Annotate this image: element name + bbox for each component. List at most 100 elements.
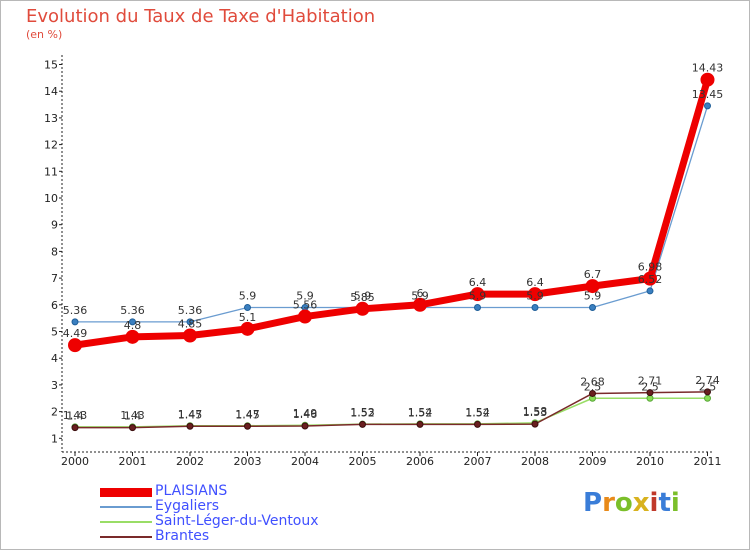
data-label: 5.36 [120, 304, 145, 317]
y-tick-label: 11 [44, 165, 58, 178]
x-tick-label: 2011 [694, 455, 722, 468]
x-tick-label: 2010 [636, 455, 664, 468]
data-label: 1.45 [178, 408, 203, 421]
data-label: 1.45 [235, 408, 260, 421]
series-layer [68, 72, 715, 432]
data-point [244, 422, 251, 430]
logo-letter: x [632, 488, 650, 518]
data-point [298, 309, 312, 324]
data-label-layer: 4.49 4.8 4.85 5.1 5.56 5.85 6 6.4 6.4 6.7 6.98 14.4… [63, 62, 724, 423]
data-label: 1.54 [465, 406, 490, 419]
data-point [589, 303, 596, 311]
data-label: 5.9 [411, 289, 429, 302]
data-label: 1.43 [120, 409, 145, 422]
data-label: 2.68 [580, 375, 605, 388]
data-label: 2.5 [699, 380, 717, 393]
data-point [125, 329, 140, 344]
data-label: 1.52 [350, 406, 375, 419]
data-label: 4.8 [124, 319, 142, 332]
y-tick-label: 14 [44, 85, 58, 98]
x-tick-label: 2002 [176, 455, 204, 468]
series-line [75, 105, 709, 323]
legend-label: Brantes [155, 528, 210, 544]
data-point [585, 279, 600, 294]
data-point [186, 422, 194, 430]
data-label: 1.43 [63, 409, 88, 422]
x-tick-label: 2000 [61, 455, 89, 468]
data-point [589, 389, 596, 397]
data-label: 1.49 [293, 407, 318, 420]
y-tick-label: 9 [51, 219, 58, 232]
series-line [75, 397, 708, 428]
series-eygaliers [71, 102, 711, 326]
data-label: 5.9 [584, 289, 602, 302]
data-label: 14.43 [692, 62, 724, 75]
logo-letter: t [658, 488, 671, 518]
legend-swatch [100, 536, 152, 538]
data-point [71, 318, 79, 326]
data-point [416, 420, 424, 428]
data-label: 1.4 [124, 410, 142, 423]
data-label: 1.52 [408, 406, 433, 419]
data-point [531, 420, 539, 428]
legend-swatch [100, 487, 152, 497]
data-point [474, 420, 481, 428]
data-point [470, 287, 485, 302]
data-point [413, 297, 427, 312]
y-tick-label: 10 [44, 192, 58, 205]
legend-swatch [100, 521, 152, 523]
series-line [74, 78, 711, 349]
data-label: 2.71 [638, 375, 663, 388]
data-label: 6.52 [638, 273, 663, 286]
y-tick-label: 6 [51, 299, 58, 312]
logo-letter: r [602, 488, 615, 518]
y-tick-label: 1 [51, 432, 58, 445]
data-point [359, 420, 366, 428]
data-label: 1.58 [523, 405, 548, 418]
y-tick-label: 2 [51, 406, 58, 419]
data-point [244, 303, 251, 311]
x-tick-label: 2003 [234, 455, 262, 468]
data-point [183, 328, 197, 343]
logo-letter: o [614, 488, 633, 518]
data-label: 5.56 [293, 299, 318, 312]
data-label: 5.9 [469, 289, 487, 302]
data-point [646, 287, 654, 295]
data-label: 13.45 [692, 88, 724, 101]
data-point [240, 321, 255, 336]
series-line [75, 391, 708, 429]
data-point [186, 318, 194, 326]
logo-letter: i [670, 488, 680, 518]
data-label: 2.5 [641, 380, 659, 393]
y-tick-label: 12 [44, 139, 58, 152]
data-label: 6.4 [526, 276, 544, 289]
data-label: 5.1 [239, 311, 257, 324]
legend-label: Eygaliers [155, 498, 220, 514]
data-label: 2.74 [695, 374, 720, 387]
data-point [700, 72, 715, 87]
x-tick-label: 2008 [521, 455, 549, 468]
data-label: 6.7 [584, 268, 602, 281]
legend-swatch [100, 506, 152, 508]
y-tick-label: 8 [51, 245, 58, 258]
data-point [71, 424, 79, 432]
y-tick-label: 13 [44, 112, 58, 125]
data-label: 1.54 [408, 406, 433, 419]
x-tick-label: 2007 [464, 455, 492, 468]
chart-subtitle: (en %) [26, 28, 63, 41]
data-label: 4.49 [63, 327, 88, 340]
data-label: 5.85 [350, 291, 375, 304]
x-tick-label: 2009 [579, 455, 607, 468]
data-point [531, 303, 539, 311]
data-label: 5.36 [178, 304, 203, 317]
data-label: 1.47 [178, 408, 203, 421]
data-point [355, 301, 370, 316]
x-tick-label: 2004 [291, 455, 319, 468]
y-tick-label: 4 [51, 352, 58, 365]
data-label: 5.9 [239, 289, 257, 302]
data-point [129, 424, 136, 432]
data-point [528, 287, 542, 302]
data-label: 5.9 [296, 289, 314, 302]
data-point [129, 318, 136, 326]
